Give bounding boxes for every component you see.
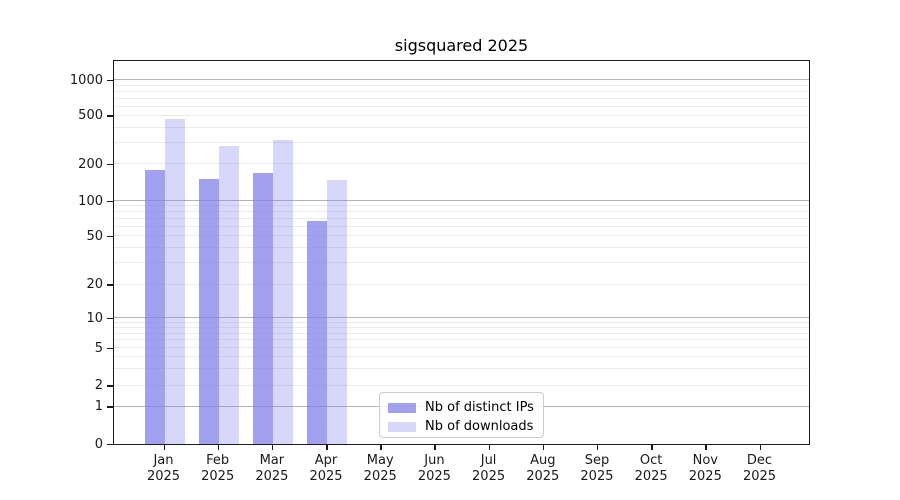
gridline-200 — [114, 163, 809, 165]
x-tick-jan — [163, 445, 165, 450]
y-tick-2 — [107, 385, 113, 387]
gridline-400 — [114, 126, 809, 128]
x-tick-label-feb: Feb 2025 — [201, 453, 235, 484]
y-tick-label-2: 2 — [94, 378, 103, 394]
legend-entry-downloads: Nb of downloads — [388, 417, 535, 436]
bar-apr-downloads — [327, 180, 348, 444]
x-tick-feb — [217, 445, 220, 450]
gridline-40 — [114, 247, 809, 249]
legend: Nb of distinct IPs Nb of downloads — [379, 392, 544, 438]
x-tick-nov — [705, 445, 707, 450]
y-tick-label-50: 50 — [86, 228, 103, 244]
bar-mar-downloads — [272, 139, 293, 444]
y-tick-label-10: 10 — [86, 310, 103, 326]
x-tick-aug — [542, 445, 545, 450]
x-tick-apr — [326, 445, 328, 450]
gridline-100 — [114, 200, 809, 202]
gridline-80 — [114, 211, 809, 213]
y-tick-label-500: 500 — [78, 108, 103, 124]
gridline-900 — [114, 84, 809, 86]
y-tick-1000 — [107, 79, 113, 82]
legend-label: Nb of downloads — [425, 419, 534, 434]
x-tick-label-mar: Mar 2025 — [255, 453, 289, 484]
gridline-4 — [114, 356, 809, 358]
x-tick-label-sep: Sep 2025 — [580, 453, 614, 484]
gridline-3 — [114, 368, 809, 369]
x-tick-label-may: May 2025 — [363, 453, 397, 484]
gridline-30 — [114, 262, 809, 264]
gridline-9 — [114, 321, 809, 323]
bar-jan-downloads — [164, 119, 185, 444]
x-tick-label-oct: Oct 2025 — [634, 453, 668, 484]
y-axis: 0 1 2 5 10 20 50 100 200 500 1000 — [0, 60, 113, 451]
y-tick-label-20: 20 — [86, 277, 103, 293]
x-tick-dec — [759, 445, 761, 450]
y-tick-label-200: 200 — [78, 156, 103, 172]
chart-title: sigsquared 2025 — [394, 36, 529, 55]
y-tick-5 — [107, 347, 113, 350]
y-tick-20 — [107, 284, 113, 286]
y-tick-label-1000: 1000 — [69, 72, 103, 88]
y-tick-1 — [107, 406, 113, 408]
legend-label: Nb of distinct IPs — [425, 400, 534, 415]
gridline-20 — [114, 283, 809, 285]
gridline-8 — [114, 326, 809, 328]
gridline-70 — [114, 218, 809, 220]
bar-feb-distinct-ips — [198, 178, 219, 444]
y-tick-label-0: 0 — [94, 436, 103, 452]
legend-swatch-distinct-ips — [388, 402, 416, 413]
gridline-60 — [114, 225, 809, 227]
x-tick-sep — [596, 445, 599, 450]
y-tick-label-5: 5 — [94, 340, 103, 356]
x-tick-label-jan: Jan 2025 — [146, 453, 181, 484]
gridline-7 — [114, 332, 809, 334]
plot-area: Nb of distinct IPs Nb of downloads — [113, 60, 810, 445]
gridline-2 — [114, 384, 809, 386]
x-tick-label-jul: Jul 2025 — [472, 453, 506, 484]
y-tick-100 — [107, 200, 113, 203]
x-tick-label-dec: Dec 2025 — [742, 453, 777, 484]
x-tick-label-jun: Jun 2025 — [417, 453, 451, 484]
gridline-800 — [114, 90, 809, 92]
gridline-700 — [114, 97, 809, 99]
y-tick-200 — [107, 163, 113, 166]
y-tick-0 — [107, 443, 113, 445]
gridline-50 — [114, 235, 809, 237]
x-tick-label-aug: Aug 2025 — [526, 453, 560, 484]
bar-feb-downloads — [218, 145, 239, 444]
y-tick-label-1: 1 — [94, 399, 103, 415]
x-axis: Jan 2025 Feb 2025 Mar 2025 Apr 2025 May 2025… — [113, 445, 810, 500]
x-tick-label-apr: Apr 2025 — [309, 453, 343, 484]
x-tick-oct — [651, 445, 653, 450]
y-tick-50 — [107, 235, 113, 238]
y-tick-500 — [107, 115, 113, 117]
gridline-1000 — [114, 79, 809, 81]
gridline-10 — [114, 317, 809, 319]
x-tick-may — [380, 445, 382, 450]
gridline-90 — [114, 205, 809, 207]
bar-apr-distinct-ips — [307, 220, 328, 444]
x-tick-jul — [488, 445, 491, 450]
x-tick-jun — [434, 445, 436, 450]
y-tick-10 — [107, 317, 113, 320]
bar-jan-distinct-ips — [144, 169, 165, 444]
legend-swatch-downloads — [388, 421, 416, 432]
gridline-600 — [114, 105, 809, 107]
bar-mar-distinct-ips — [252, 172, 273, 444]
legend-entry-distinct-ips: Nb of distinct IPs — [388, 398, 535, 417]
y-tick-label-100: 100 — [78, 193, 103, 209]
gridline-6 — [114, 339, 809, 341]
gridline-5 — [114, 347, 809, 349]
x-tick-mar — [271, 445, 274, 450]
x-tick-label-nov: Nov 2025 — [688, 453, 722, 484]
gridline-500 — [114, 114, 809, 116]
gridline-300 — [114, 141, 809, 143]
